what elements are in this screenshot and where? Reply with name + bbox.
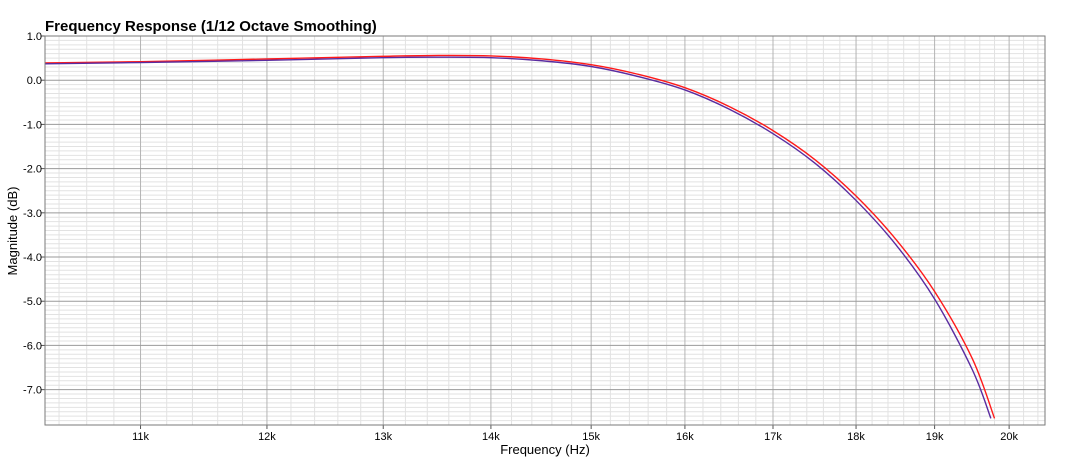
y-tick-label: 0.0 (27, 75, 42, 87)
x-tick-label: 12k (258, 431, 276, 443)
x-axis-label: Frequency (Hz) (500, 442, 590, 457)
y-axis-label: Magnitude (dB) (5, 187, 20, 276)
series-line-2 (45, 56, 992, 419)
y-tick-label: -2.0 (23, 164, 42, 176)
y-tick-label: -7.0 (23, 385, 42, 397)
y-tick-label: -6.0 (23, 340, 42, 352)
chart-title: Frequency Response (1/12 Octave Smoothin… (45, 18, 377, 35)
x-tick-label: 18k (847, 431, 865, 443)
x-tick-label: 20k (1000, 431, 1018, 443)
plot-frame (44, 35, 1046, 426)
x-tick-label: 17k (764, 431, 782, 443)
x-tick-label: 19k (926, 431, 944, 443)
x-tick-label: 15k (582, 431, 600, 443)
x-tick-label: 16k (676, 431, 694, 443)
y-tick-label: -4.0 (23, 252, 42, 264)
y-tick-label: 1.0 (27, 31, 42, 43)
y-tick-label: -5.0 (23, 296, 42, 308)
x-tick-label: 13k (374, 431, 392, 443)
series-line-1 (45, 54, 996, 419)
y-tick-label: -1.0 (23, 119, 42, 131)
x-tick-label: 14k (482, 431, 500, 443)
y-tick-label: -3.0 (23, 208, 42, 220)
x-tick-label: 11k (132, 431, 149, 443)
